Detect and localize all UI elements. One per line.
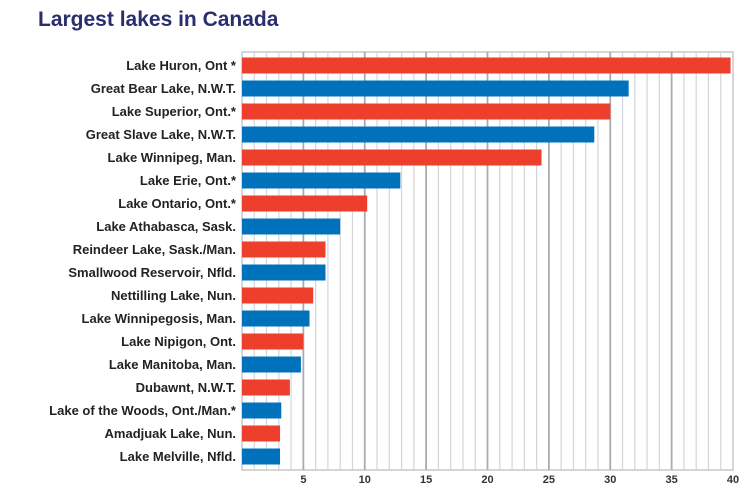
category-label: Lake Huron, Ont * (126, 58, 237, 73)
category-label: Lake Winnipegosis, Man. (82, 311, 236, 326)
category-label: Lake Athabasca, Sask. (96, 219, 236, 234)
bar (242, 264, 326, 281)
bar (242, 57, 731, 74)
bar (242, 195, 368, 212)
category-label: Lake Ontario, Ont.* (118, 196, 237, 211)
category-label: Lake Superior, Ont.* (112, 104, 237, 119)
bar (242, 356, 301, 373)
bar (242, 103, 611, 120)
bar (242, 379, 290, 396)
category-label: Lake Winnipeg, Man. (108, 150, 236, 165)
bar (242, 425, 281, 442)
x-tick-label: 25 (543, 474, 555, 486)
bar (242, 241, 326, 258)
bar (242, 80, 629, 97)
category-label: Reindeer Lake, Sask./Man. (73, 242, 236, 257)
x-tick-label: 35 (666, 474, 678, 486)
chart-title: Largest lakes in Canada (38, 8, 279, 31)
bar (242, 149, 542, 166)
category-label: Nettilling Lake, Nun. (111, 288, 236, 303)
category-label: Smallwood Reservoir, Nfld. (68, 265, 236, 280)
category-label: Lake Nipigon, Ont. (121, 334, 236, 349)
x-tick-label: 15 (420, 474, 432, 486)
category-label: Amadjuak Lake, Nun. (105, 426, 236, 441)
bar (242, 448, 281, 465)
category-label: Lake Manitoba, Man. (109, 357, 236, 372)
category-label: Great Bear Lake, N.W.T. (91, 81, 236, 96)
category-label: Lake of the Woods, Ont./Man.* (49, 403, 237, 418)
x-tick-label: 5 (300, 474, 306, 486)
category-label: Great Slave Lake, N.W.T. (86, 127, 236, 142)
bar (242, 218, 341, 235)
x-tick-label: 10 (359, 474, 371, 486)
x-tick-label: 30 (604, 474, 616, 486)
bar (242, 333, 304, 350)
bar (242, 126, 595, 143)
bar (242, 310, 310, 327)
category-label: Lake Melville, Nfld. (120, 449, 236, 464)
category-label: Lake Erie, Ont.* (140, 173, 237, 188)
bar (242, 402, 282, 419)
bar (242, 172, 401, 189)
x-tick-label: 20 (481, 474, 493, 486)
bar (242, 287, 314, 304)
category-label: Dubawnt, N.W.T. (136, 380, 236, 395)
x-tick-label: 40 (727, 474, 739, 486)
